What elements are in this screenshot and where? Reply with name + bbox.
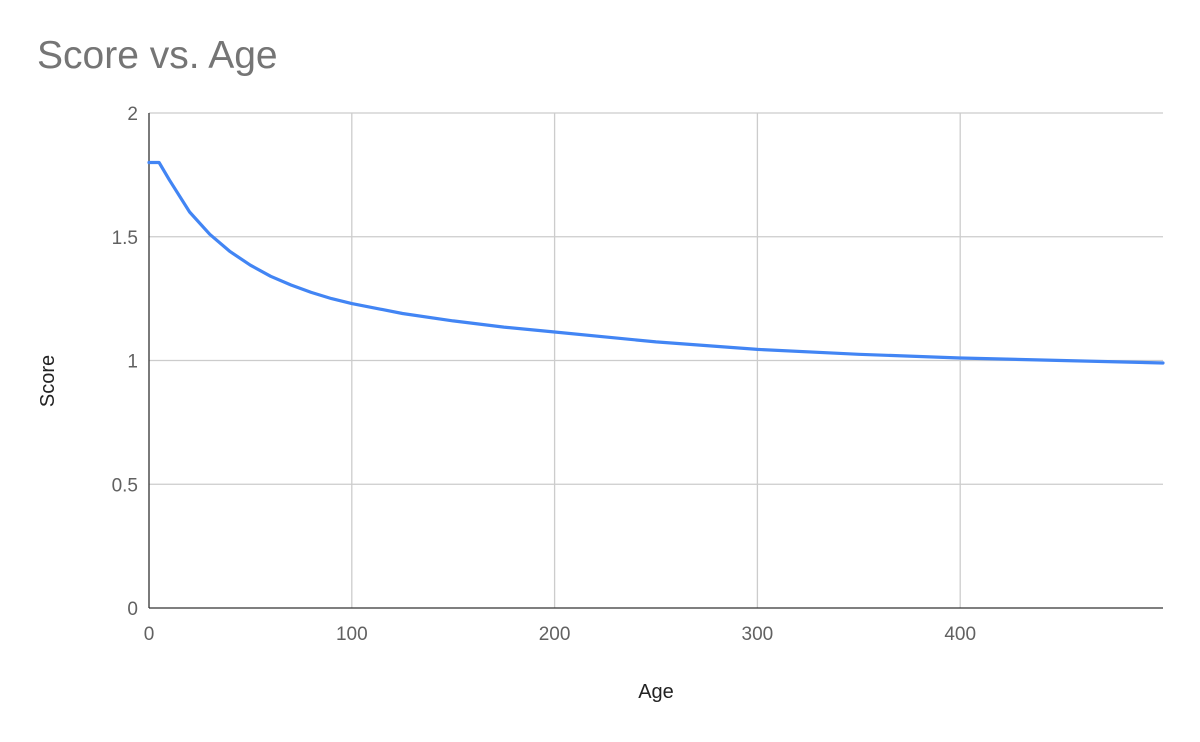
y-tick-label: 1 (127, 352, 138, 373)
tick-labels: 0 0.5 1 1.5 2 0 100 200 300 400 (112, 104, 976, 645)
y-tick-label: 2 (127, 104, 138, 125)
y-tick-label: 0.5 (112, 475, 138, 496)
x-tick-label: 0 (144, 624, 155, 645)
y-tick-label: 0 (127, 599, 138, 620)
x-tick-label: 300 (742, 624, 774, 645)
y-axis-title: Score (37, 355, 59, 407)
x-tick-label: 200 (539, 624, 571, 645)
gridlines (149, 112, 1163, 608)
axes (148, 113, 1163, 609)
x-tick-label: 100 (336, 624, 368, 645)
series-line (147, 160, 1165, 365)
y-tick-label: 1.5 (112, 228, 138, 249)
chart-title: Score vs. Age (37, 34, 278, 77)
x-axis-title: Age (638, 681, 674, 703)
series-lines (147, 160, 1165, 365)
x-tick-label: 400 (944, 624, 976, 645)
